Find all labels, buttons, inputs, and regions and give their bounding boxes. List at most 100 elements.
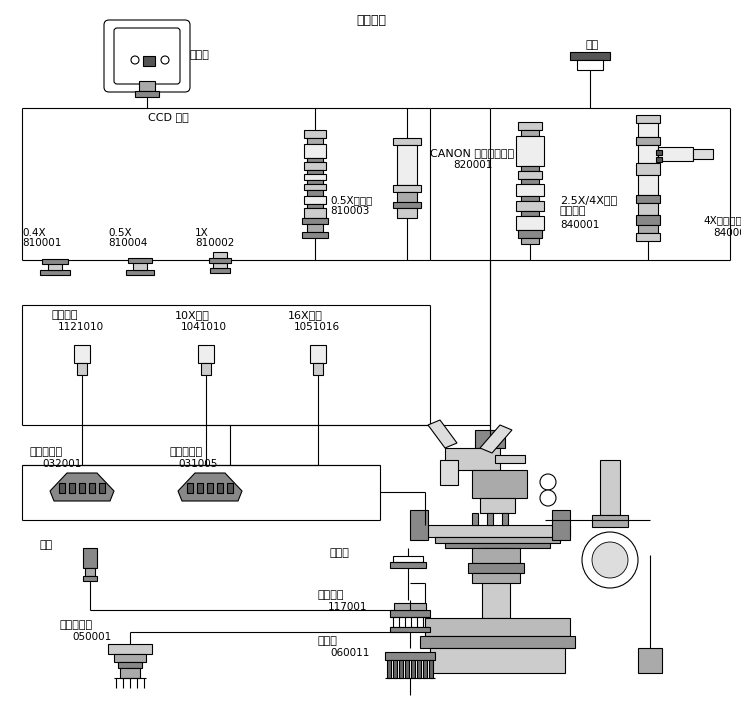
Bar bbox=[425, 618, 570, 636]
Text: 1051016: 1051016 bbox=[294, 322, 340, 332]
Bar bbox=[307, 190, 323, 196]
Bar bbox=[399, 660, 403, 678]
Text: 视场光栏: 视场光栏 bbox=[318, 590, 345, 600]
Text: 2.5X/4X变倍: 2.5X/4X变倍 bbox=[560, 195, 617, 205]
Bar bbox=[307, 180, 323, 184]
Bar bbox=[472, 573, 520, 583]
Bar bbox=[552, 510, 570, 540]
Bar bbox=[638, 648, 662, 673]
Text: CCD 接头: CCD 接头 bbox=[148, 112, 189, 122]
Bar bbox=[390, 610, 430, 617]
Bar bbox=[85, 568, 95, 576]
Text: 物镜: 物镜 bbox=[40, 540, 53, 550]
Bar bbox=[435, 537, 560, 543]
Bar bbox=[114, 654, 146, 662]
Bar bbox=[521, 179, 539, 184]
Bar bbox=[440, 460, 458, 485]
Text: 4X对焦摄影装置: 4X对焦摄影装置 bbox=[703, 215, 741, 225]
Text: 117001: 117001 bbox=[328, 602, 368, 612]
Bar bbox=[118, 662, 142, 668]
Bar bbox=[521, 166, 539, 171]
Bar bbox=[636, 115, 660, 123]
Bar bbox=[397, 145, 417, 185]
Bar bbox=[518, 122, 542, 130]
Text: 032001: 032001 bbox=[42, 459, 82, 469]
Bar bbox=[600, 460, 620, 515]
Bar bbox=[656, 157, 662, 162]
Circle shape bbox=[582, 532, 638, 588]
Text: 系统图解: 系统图解 bbox=[356, 14, 386, 27]
Bar bbox=[472, 548, 520, 563]
Bar bbox=[570, 52, 610, 60]
Bar bbox=[393, 185, 421, 192]
Bar bbox=[48, 263, 62, 270]
Bar bbox=[209, 258, 231, 263]
Bar bbox=[302, 232, 328, 238]
Text: 1041010: 1041010 bbox=[181, 322, 227, 332]
Bar bbox=[40, 270, 70, 275]
Text: 摄像仪: 摄像仪 bbox=[190, 50, 210, 60]
Bar bbox=[304, 196, 326, 204]
Text: 1X: 1X bbox=[195, 228, 209, 238]
Text: 1121010: 1121010 bbox=[58, 322, 104, 332]
Text: 阿贝聚光镜: 阿贝聚光镜 bbox=[60, 620, 93, 630]
Text: 060011: 060011 bbox=[330, 648, 369, 658]
Bar bbox=[495, 455, 525, 463]
Bar bbox=[521, 196, 539, 201]
Bar bbox=[636, 195, 660, 203]
Bar bbox=[656, 150, 662, 155]
Bar bbox=[393, 556, 423, 562]
Bar bbox=[108, 644, 152, 654]
Text: 031005: 031005 bbox=[178, 459, 217, 469]
Text: 810001: 810001 bbox=[22, 238, 62, 248]
Bar bbox=[420, 636, 575, 648]
Bar bbox=[304, 174, 326, 180]
Bar bbox=[390, 562, 426, 568]
Text: 820001: 820001 bbox=[453, 160, 492, 170]
Bar bbox=[210, 268, 230, 273]
Bar bbox=[636, 233, 660, 241]
Bar bbox=[592, 515, 628, 527]
Text: 卡环: 卡环 bbox=[585, 40, 598, 50]
Bar bbox=[417, 660, 421, 678]
Text: 滤色片: 滤色片 bbox=[330, 548, 350, 558]
Bar bbox=[521, 238, 539, 244]
Bar bbox=[516, 216, 544, 230]
Bar bbox=[387, 660, 391, 678]
Bar bbox=[430, 648, 565, 673]
Bar bbox=[397, 208, 417, 218]
Bar bbox=[397, 192, 417, 202]
Bar bbox=[79, 483, 85, 493]
Bar bbox=[307, 138, 323, 144]
Bar bbox=[197, 483, 203, 493]
FancyBboxPatch shape bbox=[114, 28, 180, 84]
Text: 810002: 810002 bbox=[195, 238, 234, 248]
Bar bbox=[423, 660, 427, 678]
Bar bbox=[304, 208, 326, 218]
Bar bbox=[135, 91, 159, 97]
Text: 16X目镜: 16X目镜 bbox=[288, 310, 323, 320]
Bar bbox=[638, 123, 658, 137]
Bar bbox=[638, 225, 658, 233]
Bar bbox=[126, 270, 154, 275]
Text: 10X目镜: 10X目镜 bbox=[175, 310, 210, 320]
Polygon shape bbox=[178, 473, 242, 501]
Bar bbox=[390, 627, 430, 632]
Bar bbox=[99, 483, 105, 493]
Bar bbox=[475, 430, 505, 448]
Bar bbox=[89, 483, 95, 493]
Bar bbox=[307, 158, 323, 162]
Bar bbox=[393, 660, 397, 678]
Bar bbox=[638, 145, 658, 163]
Bar bbox=[487, 513, 493, 525]
Bar bbox=[468, 563, 524, 573]
Bar bbox=[213, 252, 227, 258]
Text: 集光器: 集光器 bbox=[318, 636, 338, 646]
Bar bbox=[472, 470, 527, 498]
Bar bbox=[304, 130, 326, 138]
Bar bbox=[310, 345, 326, 363]
Bar bbox=[394, 603, 426, 610]
Bar bbox=[518, 230, 542, 238]
Text: 五孔转换器: 五孔转换器 bbox=[30, 447, 63, 457]
Text: 050001: 050001 bbox=[72, 632, 111, 642]
